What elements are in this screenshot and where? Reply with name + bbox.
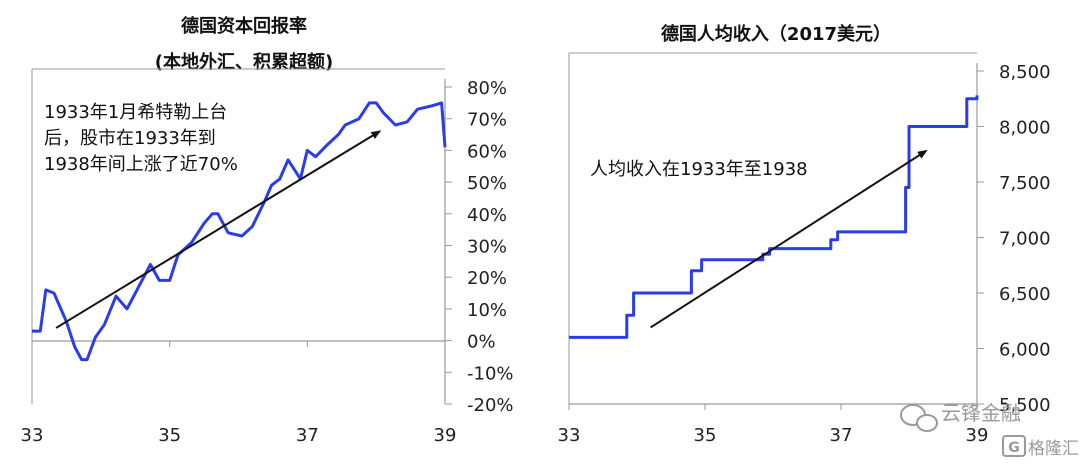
watermark: 云锋金融 G 格隆汇 <box>900 401 1079 459</box>
chart-panel-income: 德国人均收入（2017美元） 人均收入在1933年至1938 33 35 37 39 8… <box>558 23 1051 446</box>
annotation-line: 后，股市在1933年到 <box>44 128 216 149</box>
annotation-line: 1938年间上涨了近70% <box>44 154 238 175</box>
annotation-block: 人均收入在1933年至1938 <box>590 159 808 180</box>
watermark-source-text: 格隆汇 <box>1028 439 1079 459</box>
chart-subtitle: (本地外汇、积累超额) <box>155 51 333 73</box>
x-tick-label: 35 <box>158 425 181 446</box>
y-tick-label: 7,500 <box>999 173 1051 194</box>
series-line <box>569 95 979 339</box>
x-tick-label: 33 <box>558 425 581 446</box>
y-tick-label: 0% <box>467 332 496 353</box>
annotation-line: 人均收入在1933年至1938 <box>590 159 808 180</box>
y-tick-label: 80% <box>467 78 507 99</box>
chart-title: 德国人均收入（2017美元） <box>661 23 891 45</box>
wechat-icon <box>900 404 938 432</box>
watermark-brand-text: 云锋金融 <box>941 401 1021 425</box>
y-tick-label: 7,000 <box>999 229 1051 250</box>
x-tick-label: 39 <box>966 425 989 446</box>
svg-text:G: G <box>1008 440 1020 456</box>
y-tick-label: 50% <box>467 173 507 194</box>
y-tick-label: 60% <box>467 141 507 162</box>
y-tick-label: 6,500 <box>999 284 1051 305</box>
y-tick-label: 8,500 <box>999 62 1051 83</box>
y-tick-label: -10% <box>467 363 514 384</box>
y-tick-label: 6,000 <box>999 340 1051 361</box>
y-tick-label: 5,500 <box>999 395 1051 416</box>
annotation-line: 1933年1月希特勒上台 <box>44 102 227 123</box>
x-tick-label: 35 <box>694 425 717 446</box>
y-tick-label: -20% <box>467 395 514 416</box>
chart-panel-returns: 德国资本回报率 (本地外汇、积累超额) 1933年1月希特勒上台 后，股市在19… <box>21 15 514 446</box>
y-tick-label: 20% <box>467 268 507 289</box>
gelonghui-logo-icon: G <box>1002 435 1026 457</box>
x-tick-label: 37 <box>296 425 319 446</box>
y-tick-label: 40% <box>467 205 507 226</box>
trend-arrow <box>650 149 928 329</box>
series-line <box>32 101 447 362</box>
trend-arrow <box>55 130 382 329</box>
annotation-block: 1933年1月希特勒上台 后，股市在1933年到 1938年间上涨了近70% <box>44 102 238 175</box>
y-tick-label: 8,000 <box>999 118 1051 139</box>
y-tick-label: 70% <box>467 110 507 131</box>
x-tick-label: 37 <box>830 425 853 446</box>
x-tick-label: 33 <box>21 425 44 446</box>
x-tick-label: 39 <box>434 425 457 446</box>
chart-title: 德国资本回报率 <box>181 15 307 37</box>
y-tick-label: 10% <box>467 300 507 321</box>
y-tick-label: 30% <box>467 237 507 258</box>
